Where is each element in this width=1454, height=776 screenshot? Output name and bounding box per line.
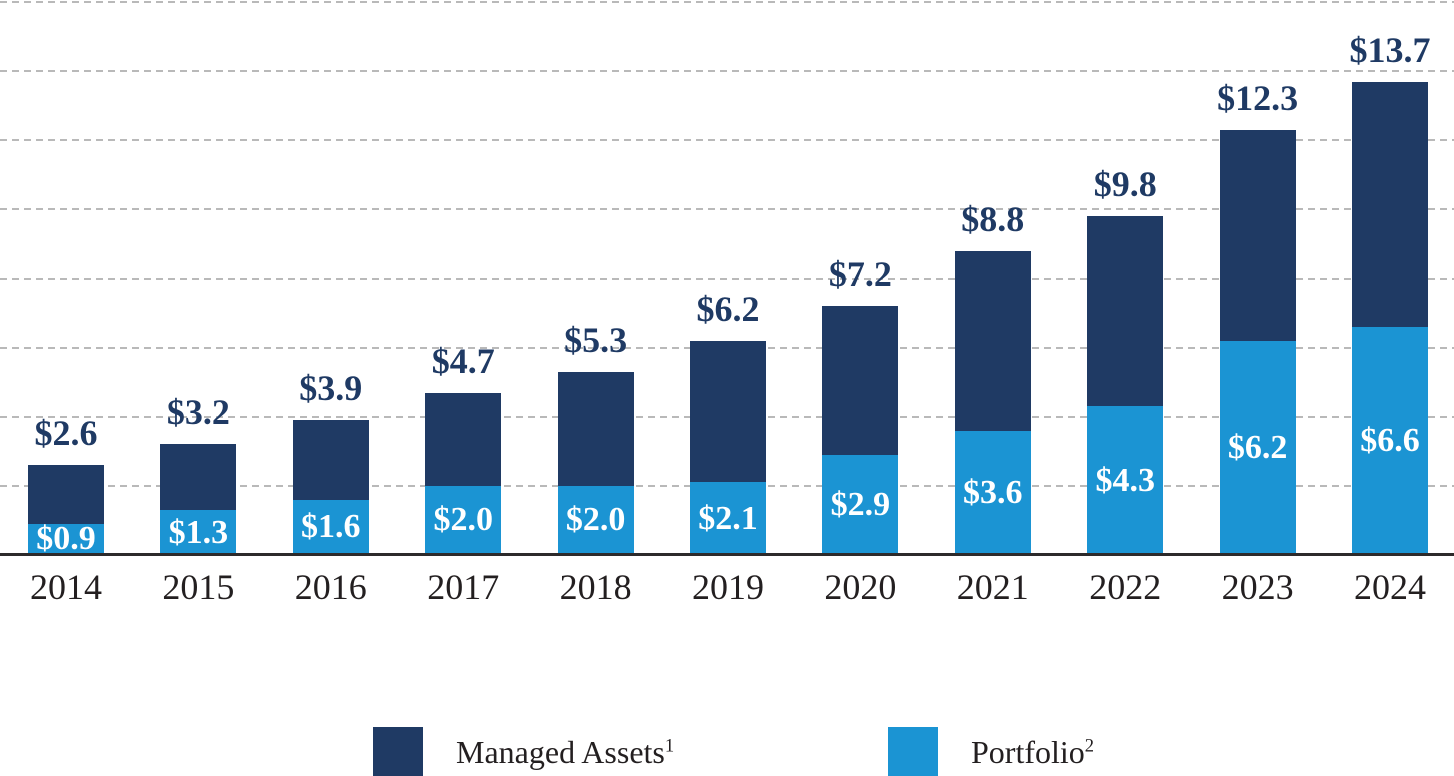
legend-label: Managed Assets1 [456, 734, 675, 770]
managed-assets-value-label: $13.7 [1349, 29, 1431, 70]
x-axis-label-2020: 2020 [824, 567, 897, 607]
portfolio-value-label: $1.6 [301, 508, 361, 546]
legend-footnote-marker: 1 [664, 735, 675, 757]
portfolio-value-label: $0.9 [36, 520, 96, 558]
x-axis-label-2014: 2014 [30, 567, 102, 607]
gridline [0, 1, 1454, 3]
bar-segment-portfolio: $1.3 [160, 510, 237, 555]
bar-segment-portfolio: $6.6 [1352, 326, 1428, 555]
managed-assets-value-label: $6.2 [696, 288, 760, 329]
legend-swatch [888, 727, 938, 776]
x-axis-label-2015: 2015 [162, 567, 235, 607]
legend-footnote-marker: 2 [1084, 735, 1095, 757]
bar-2014: $0.9 [28, 465, 104, 558]
gridline [0, 139, 1454, 142]
bar-2023: $6.2 [1219, 129, 1296, 555]
bar-segment-portfolio: $6.2 [1219, 340, 1296, 555]
managed-assets-value-label: $3.2 [166, 392, 230, 433]
managed-assets-value-label: $4.7 [431, 340, 495, 381]
legend-label: Portfolio2 [971, 734, 1095, 770]
portfolio-value-label: $2.9 [830, 485, 891, 523]
managed-assets-value-label: $3.9 [299, 368, 363, 409]
managed-assets-value-label: $5.3 [564, 319, 628, 360]
gridline [0, 277, 1454, 280]
bar-segment-portfolio: $2.0 [557, 485, 634, 555]
portfolio-value-label: $6.2 [1227, 428, 1288, 466]
x-axis-label-2021: 2021 [956, 567, 1029, 607]
portfolio-value-label: $2.0 [433, 501, 493, 539]
x-axis-label-2023: 2023 [1221, 567, 1294, 607]
bar-2022: $4.3 [1087, 216, 1164, 555]
bar-2021: $3.6 [954, 250, 1031, 555]
x-axis-label-2024: 2024 [1354, 567, 1426, 607]
bar-segment-portfolio: $1.6 [292, 499, 369, 555]
gridline [0, 70, 1454, 73]
bar-2015: $1.3 [160, 444, 237, 555]
x-axis-line [0, 553, 1454, 556]
legend-swatch [373, 727, 423, 776]
bar-2016: $1.6 [292, 420, 369, 555]
x-axis-label-2016: 2016 [294, 567, 367, 607]
managed-assets-value-label: $12.3 [1217, 77, 1299, 118]
managed-assets-value-label: $2.6 [34, 413, 98, 454]
bar-2024: $6.6 [1352, 81, 1428, 555]
bar-segment-portfolio: $3.6 [954, 430, 1031, 555]
x-axis-label-2019: 2019 [692, 567, 764, 607]
portfolio-value-label: $2.0 [565, 501, 626, 539]
legend-item-portfolio: Portfolio2 [888, 727, 1094, 776]
x-axis-label-2018: 2018 [559, 567, 632, 607]
gridline [0, 208, 1454, 211]
portfolio-value-label: $4.3 [1095, 461, 1155, 499]
x-axis-label-2022: 2022 [1089, 567, 1162, 607]
portfolio-value-label: $1.3 [168, 513, 229, 551]
portfolio-value-label: $2.1 [698, 499, 758, 537]
managed-assets-value-label: $7.2 [828, 254, 892, 295]
bar-segment-portfolio: $2.0 [425, 485, 502, 555]
x-axis-label-2017: 2017 [427, 567, 500, 607]
managed-assets-value-label: $9.8 [1093, 164, 1157, 205]
bar-segment-portfolio: $2.1 [690, 482, 766, 555]
bar-segment-portfolio: $4.3 [1087, 406, 1164, 555]
bar-2018: $2.0 [557, 371, 634, 555]
bar-segment-portfolio: $2.9 [822, 454, 899, 555]
bar-segment-portfolio: $0.9 [28, 520, 104, 558]
bar-2020: $2.9 [822, 306, 899, 555]
legend-item-managed-assets: Managed Assets1 [373, 727, 674, 776]
bar-2019: $2.1 [690, 340, 766, 555]
portfolio-value-label: $6.6 [1360, 421, 1420, 459]
managed-assets-value-label: $8.8 [961, 198, 1025, 239]
bar-2017: $2.0 [425, 392, 502, 555]
portfolio-value-label: $3.6 [963, 473, 1023, 511]
